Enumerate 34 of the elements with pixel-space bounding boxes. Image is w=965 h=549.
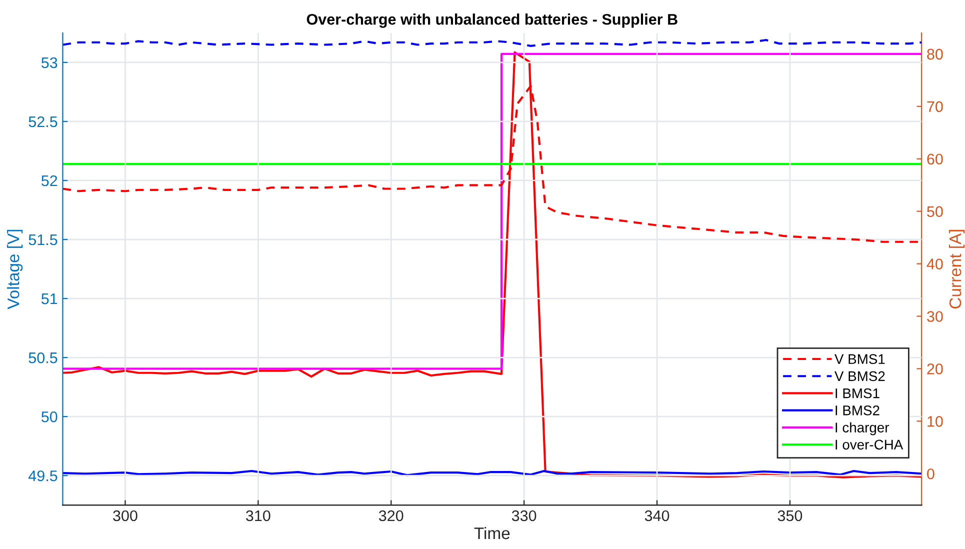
x-axis-title: Time (474, 526, 510, 540)
y-tick-label: 52 (41, 175, 58, 186)
y2-tick-label: 20 (927, 364, 943, 374)
y-tick-label: 50 (41, 411, 58, 422)
y-tick-label: 51 (41, 294, 58, 304)
legend-label: V BMS1 (834, 354, 885, 364)
legend-label: I charger (836, 422, 890, 436)
legend-label: I BMS2 (836, 406, 880, 416)
legend-label: V BMS2 (834, 371, 885, 382)
y2-tick-label: 30 (927, 311, 943, 322)
x-tick-label: 330 (512, 510, 536, 522)
x-tick-label: 350 (778, 510, 802, 522)
chart-title: Over-charge with unbalanced batteries - Supplier B (306, 14, 678, 28)
y-tick-label: 53 (41, 57, 58, 68)
y2-tick-label: 50 (927, 206, 943, 217)
legend-label: I over-CHA (836, 440, 904, 450)
y-tick-label: 49.5 (28, 470, 58, 482)
y-tick-label: 52.5 (28, 116, 58, 128)
y-axis-title: Voltage [V] (7, 230, 23, 310)
legend-label: I BMS1 (836, 388, 880, 398)
x-tick-label: 320 (378, 510, 404, 522)
line-series (62, 51, 922, 478)
y2-tick-label: 70 (927, 101, 943, 112)
y-tick-label: 51.5 (28, 234, 58, 246)
y2-tick-label: 0 (927, 468, 934, 480)
y2-axis-title: Current [A] (948, 230, 965, 308)
x-tick-label: 300 (113, 510, 138, 522)
x-tick-label: 340 (644, 510, 670, 522)
y2-tick-label: 10 (928, 416, 943, 427)
y2-tick-label: 40 (926, 258, 943, 270)
y-tick-label: 50.5 (28, 352, 58, 364)
y2-tick-label: 60 (927, 154, 943, 165)
x-tick-label: 310 (246, 510, 270, 522)
y2-tick-label: 80 (927, 48, 943, 60)
